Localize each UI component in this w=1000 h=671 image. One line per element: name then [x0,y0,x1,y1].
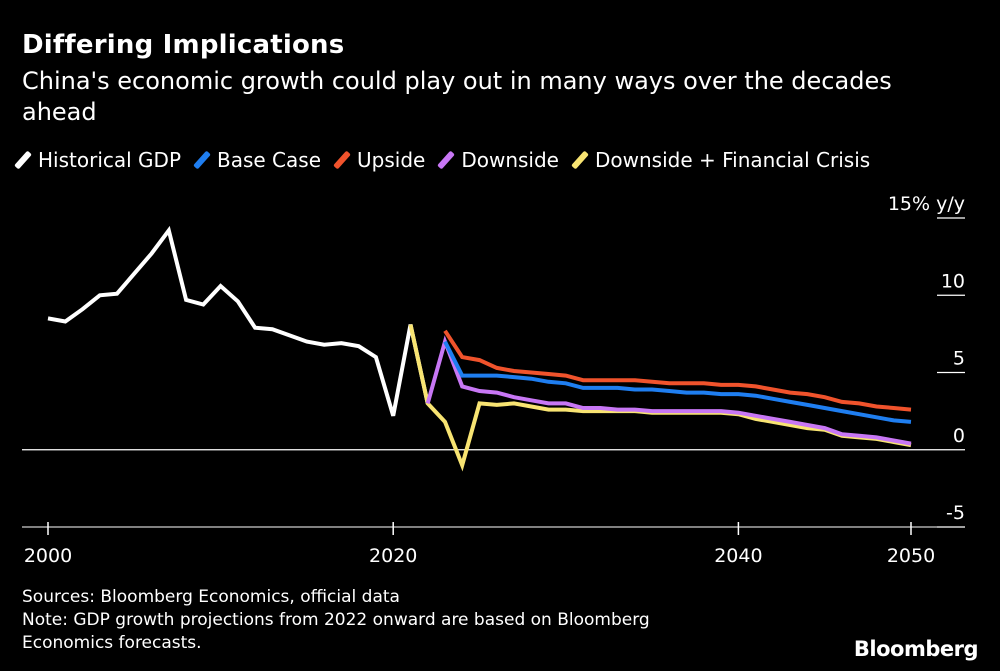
x-tick-label: 2050 [887,545,935,567]
y-tick-label: -5 [946,502,965,524]
chart-title: Differing Implications [22,30,345,60]
series-lines [47,225,912,472]
y-gridlines [22,217,965,528]
x-axis: 2000 2020 2040 2050 [22,522,960,567]
bloomberg-logo: Bloomberg [853,637,979,661]
legend-label: Downside + Financial Crisis [594,148,871,172]
legend-label: Base Case [217,148,322,172]
legend-item: Downside [437,148,559,172]
y-tick-labels: 15% y/y 10 5 0 -5 [888,193,965,524]
series-line-upside [443,329,912,412]
series-line-historical-gdp [47,225,430,417]
footer-note-continued: Economics forecasts. [22,633,202,653]
footer-sources: Sources: Bloomberg Economics, official d… [22,587,400,607]
chart-subtitle: China's economic growth could play out i… [22,67,892,126]
legend-label: Downside [461,148,559,172]
legend-label: Upside [357,148,426,172]
x-tick-label: 2020 [369,545,417,567]
legend-item: Base Case [193,148,322,172]
series-line-base-case [443,340,912,424]
y-tick-label: 5 [953,348,965,370]
footer-note: Note: GDP growth projections from 2022 o… [22,610,650,630]
series-line-downside [425,335,912,446]
x-tick-label: 2040 [714,545,762,567]
y-tick-label: 0 [953,425,965,447]
x-tick-label: 2000 [24,545,72,567]
chart-legend: Historical GDP Base Case Upside Downside Dow… [14,148,888,172]
legend-label: Historical GDP [38,148,181,172]
legend-item: Downside + Financial Crisis [571,148,871,172]
y-tick-label: 10 [941,270,965,292]
y-tick-label: 15% y/y [888,193,965,215]
series-line-downside-financial-crisis [408,324,912,472]
legend-item: Upside [333,148,426,172]
legend-item: Historical GDP [14,148,181,172]
